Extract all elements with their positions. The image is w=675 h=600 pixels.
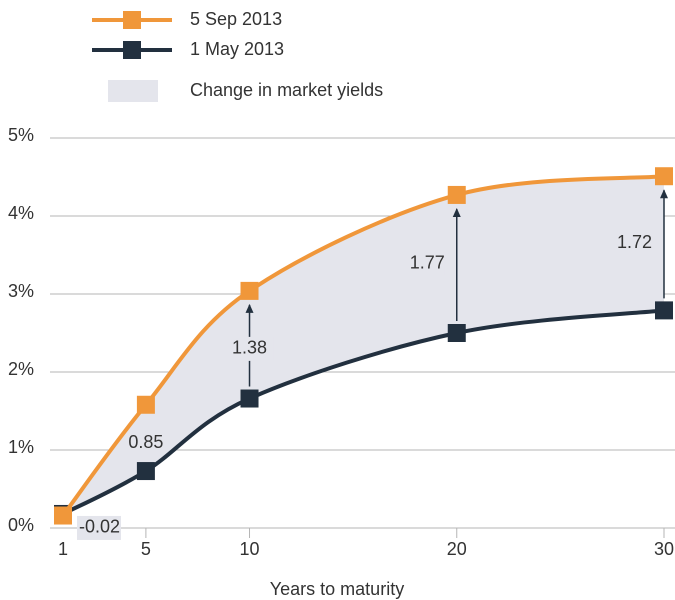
annotation-bg xyxy=(125,431,170,456)
y-tick-label: 4% xyxy=(8,203,34,223)
marker xyxy=(240,281,259,300)
annotation: 1.72 xyxy=(617,232,652,252)
x-tick-label: 1 xyxy=(58,539,68,559)
x-tick-label: 5 xyxy=(141,539,151,559)
legend-area xyxy=(108,80,158,102)
series-line xyxy=(61,174,665,517)
x-tick-label: 20 xyxy=(447,539,467,559)
annotation: 1.38 xyxy=(232,338,267,358)
x-tick-label: 30 xyxy=(654,539,674,559)
change-area xyxy=(63,176,664,516)
annotation: 1.77 xyxy=(410,253,445,273)
x-tick-label: 10 xyxy=(240,539,260,559)
y-tick-label: 0% xyxy=(8,515,34,535)
series-line xyxy=(62,308,665,516)
marker xyxy=(54,506,72,525)
x-axis-label: Years to maturity xyxy=(270,579,404,599)
arrow-head xyxy=(452,207,461,217)
annotation-bg xyxy=(229,336,274,361)
y-tick-label: 3% xyxy=(8,281,34,301)
annotation: 0.85 xyxy=(128,432,163,452)
marker xyxy=(240,389,259,408)
legend-label: 5 Sep 2013 xyxy=(190,9,282,29)
marker xyxy=(447,324,466,342)
arrow-head xyxy=(245,303,254,313)
marker xyxy=(447,185,466,204)
legend-marker xyxy=(123,11,141,29)
y-tick-label: 2% xyxy=(8,359,34,379)
arrow-head xyxy=(660,189,668,199)
marker xyxy=(136,395,155,414)
y-tick-label: 1% xyxy=(8,437,34,457)
legend-label: 1 May 2013 xyxy=(190,39,284,59)
legend-label: Change in market yields xyxy=(190,80,383,100)
annotation-bg xyxy=(77,515,121,540)
marker xyxy=(655,167,673,186)
annotation-bg xyxy=(400,251,445,276)
marker xyxy=(655,301,673,320)
annotation-bg xyxy=(608,231,652,256)
y-tick-label: 5% xyxy=(8,125,34,145)
annotation: -0.02 xyxy=(79,517,120,537)
legend-marker xyxy=(123,41,141,59)
marker xyxy=(136,462,155,481)
